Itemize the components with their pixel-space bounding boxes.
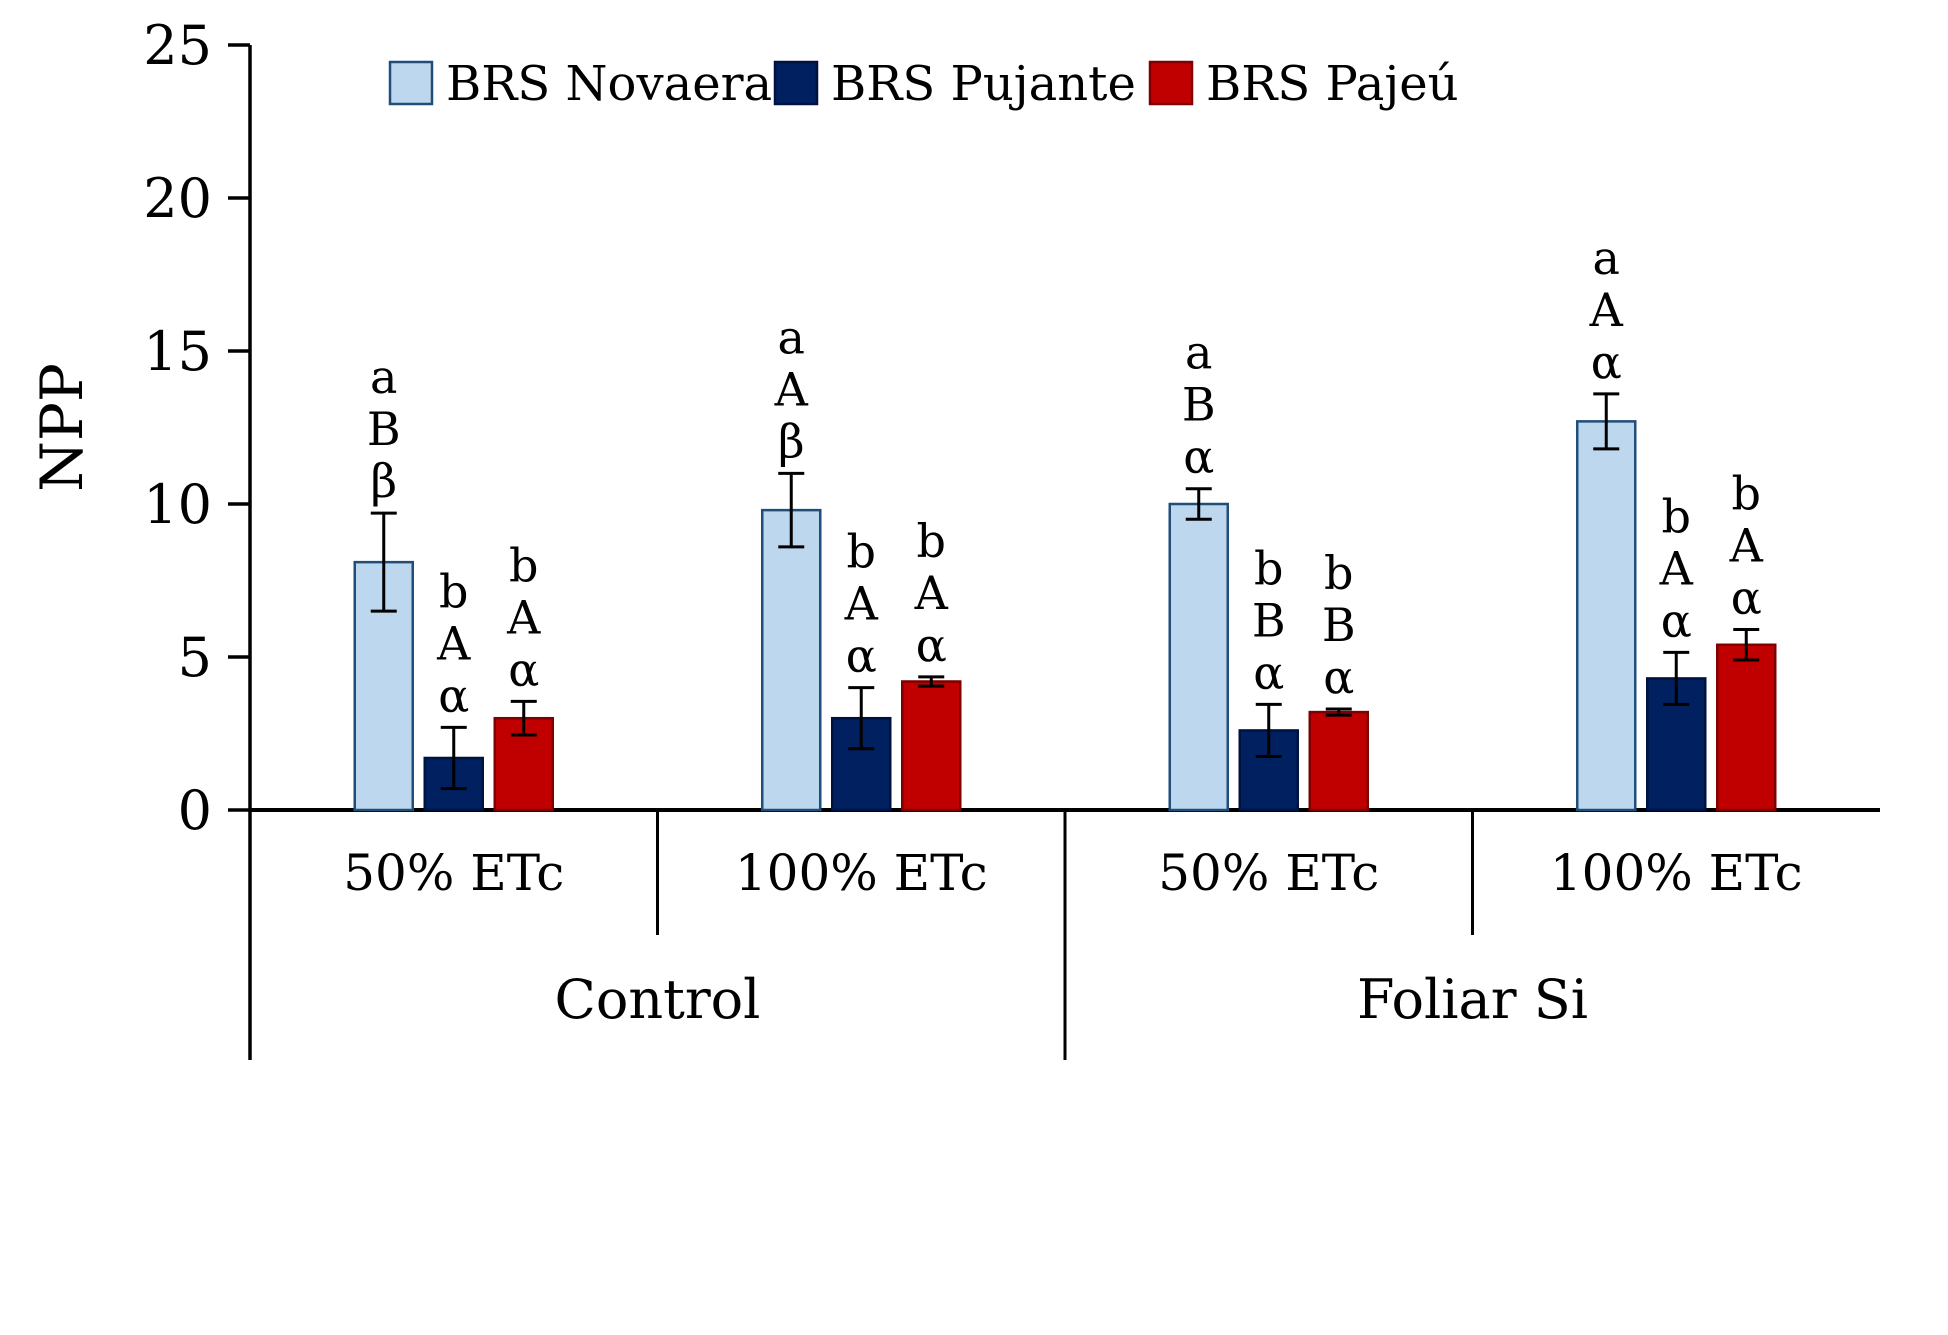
- bar: [901, 680, 962, 812]
- significance-letter: α: [508, 642, 539, 696]
- legend-item-1: BRS Novaera: [388, 56, 772, 112]
- subgroup-label: 100% ETc: [1550, 844, 1803, 902]
- subgroup-label: 50% ETc: [343, 844, 564, 902]
- significance-letter: A: [844, 577, 879, 631]
- subgroup-label: 50% ETc: [1158, 844, 1379, 902]
- significance-letter: α: [1253, 645, 1284, 699]
- significance-letter: α: [1731, 570, 1762, 624]
- significance-letter: b: [1254, 541, 1283, 595]
- significance-letter: b: [509, 538, 538, 592]
- bar: [761, 508, 822, 812]
- significance-letter: a: [1593, 231, 1620, 285]
- group-label: Foliar Si: [1357, 968, 1588, 1031]
- significance-letter: α: [1661, 593, 1692, 647]
- subgroup-label: 100% ETc: [735, 844, 988, 902]
- y-axis-title: NPP: [28, 363, 96, 492]
- significance-letter: A: [436, 616, 471, 670]
- significance-letter: a: [778, 310, 805, 364]
- significance-letter: B: [367, 402, 401, 456]
- significance-letter: α: [916, 618, 947, 672]
- significance-letter: A: [506, 590, 541, 644]
- legend-label: BRS Novaera: [446, 56, 772, 112]
- bar: [1576, 420, 1637, 812]
- significance-letter: a: [370, 350, 397, 404]
- legend-item-3: BRS Pajeú: [1148, 56, 1459, 112]
- legend-item-2: BRS Pujante: [773, 56, 1136, 112]
- significance-letter: A: [774, 362, 809, 416]
- significance-letter: b: [1732, 466, 1761, 520]
- group-label: Control: [555, 968, 761, 1031]
- significance-letter: B: [1322, 598, 1356, 652]
- significance-letter: a: [1185, 326, 1212, 380]
- significance-letter: b: [439, 564, 468, 618]
- significance-letter: α: [846, 629, 877, 683]
- y-tick-label: 15: [143, 320, 212, 383]
- significance-letter: B: [1182, 378, 1216, 432]
- y-tick-label: 25: [143, 14, 212, 77]
- y-tick-label: 5: [178, 626, 212, 689]
- legend-swatch: [773, 60, 819, 106]
- significance-letter: α: [1591, 335, 1622, 389]
- significance-letter: β: [370, 454, 397, 508]
- significance-letter: β: [778, 414, 805, 468]
- significance-letter: b: [1324, 546, 1353, 600]
- significance-letter: α: [1323, 650, 1354, 704]
- bar: [1716, 643, 1777, 812]
- significance-letter: B: [1252, 593, 1286, 647]
- y-tick-label: 20: [143, 167, 212, 230]
- significance-letter: b: [1662, 489, 1691, 543]
- significance-letter: b: [917, 514, 946, 568]
- significance-letter: A: [1659, 541, 1694, 595]
- bar: [1308, 710, 1369, 812]
- significance-letter: b: [847, 525, 876, 579]
- significance-letter: α: [438, 668, 469, 722]
- y-tick-label: 0: [178, 779, 212, 842]
- legend-label: BRS Pajeú: [1206, 56, 1459, 112]
- legend-swatch: [1148, 60, 1194, 106]
- significance-letter: A: [914, 566, 949, 620]
- legend-swatch: [388, 60, 434, 106]
- bar: [1168, 502, 1229, 812]
- significance-letter: α: [1183, 430, 1214, 484]
- y-tick-label: 10: [143, 473, 212, 536]
- legend-label: BRS Pujante: [831, 56, 1136, 112]
- significance-letter: A: [1729, 518, 1764, 572]
- significance-letter: A: [1589, 283, 1624, 337]
